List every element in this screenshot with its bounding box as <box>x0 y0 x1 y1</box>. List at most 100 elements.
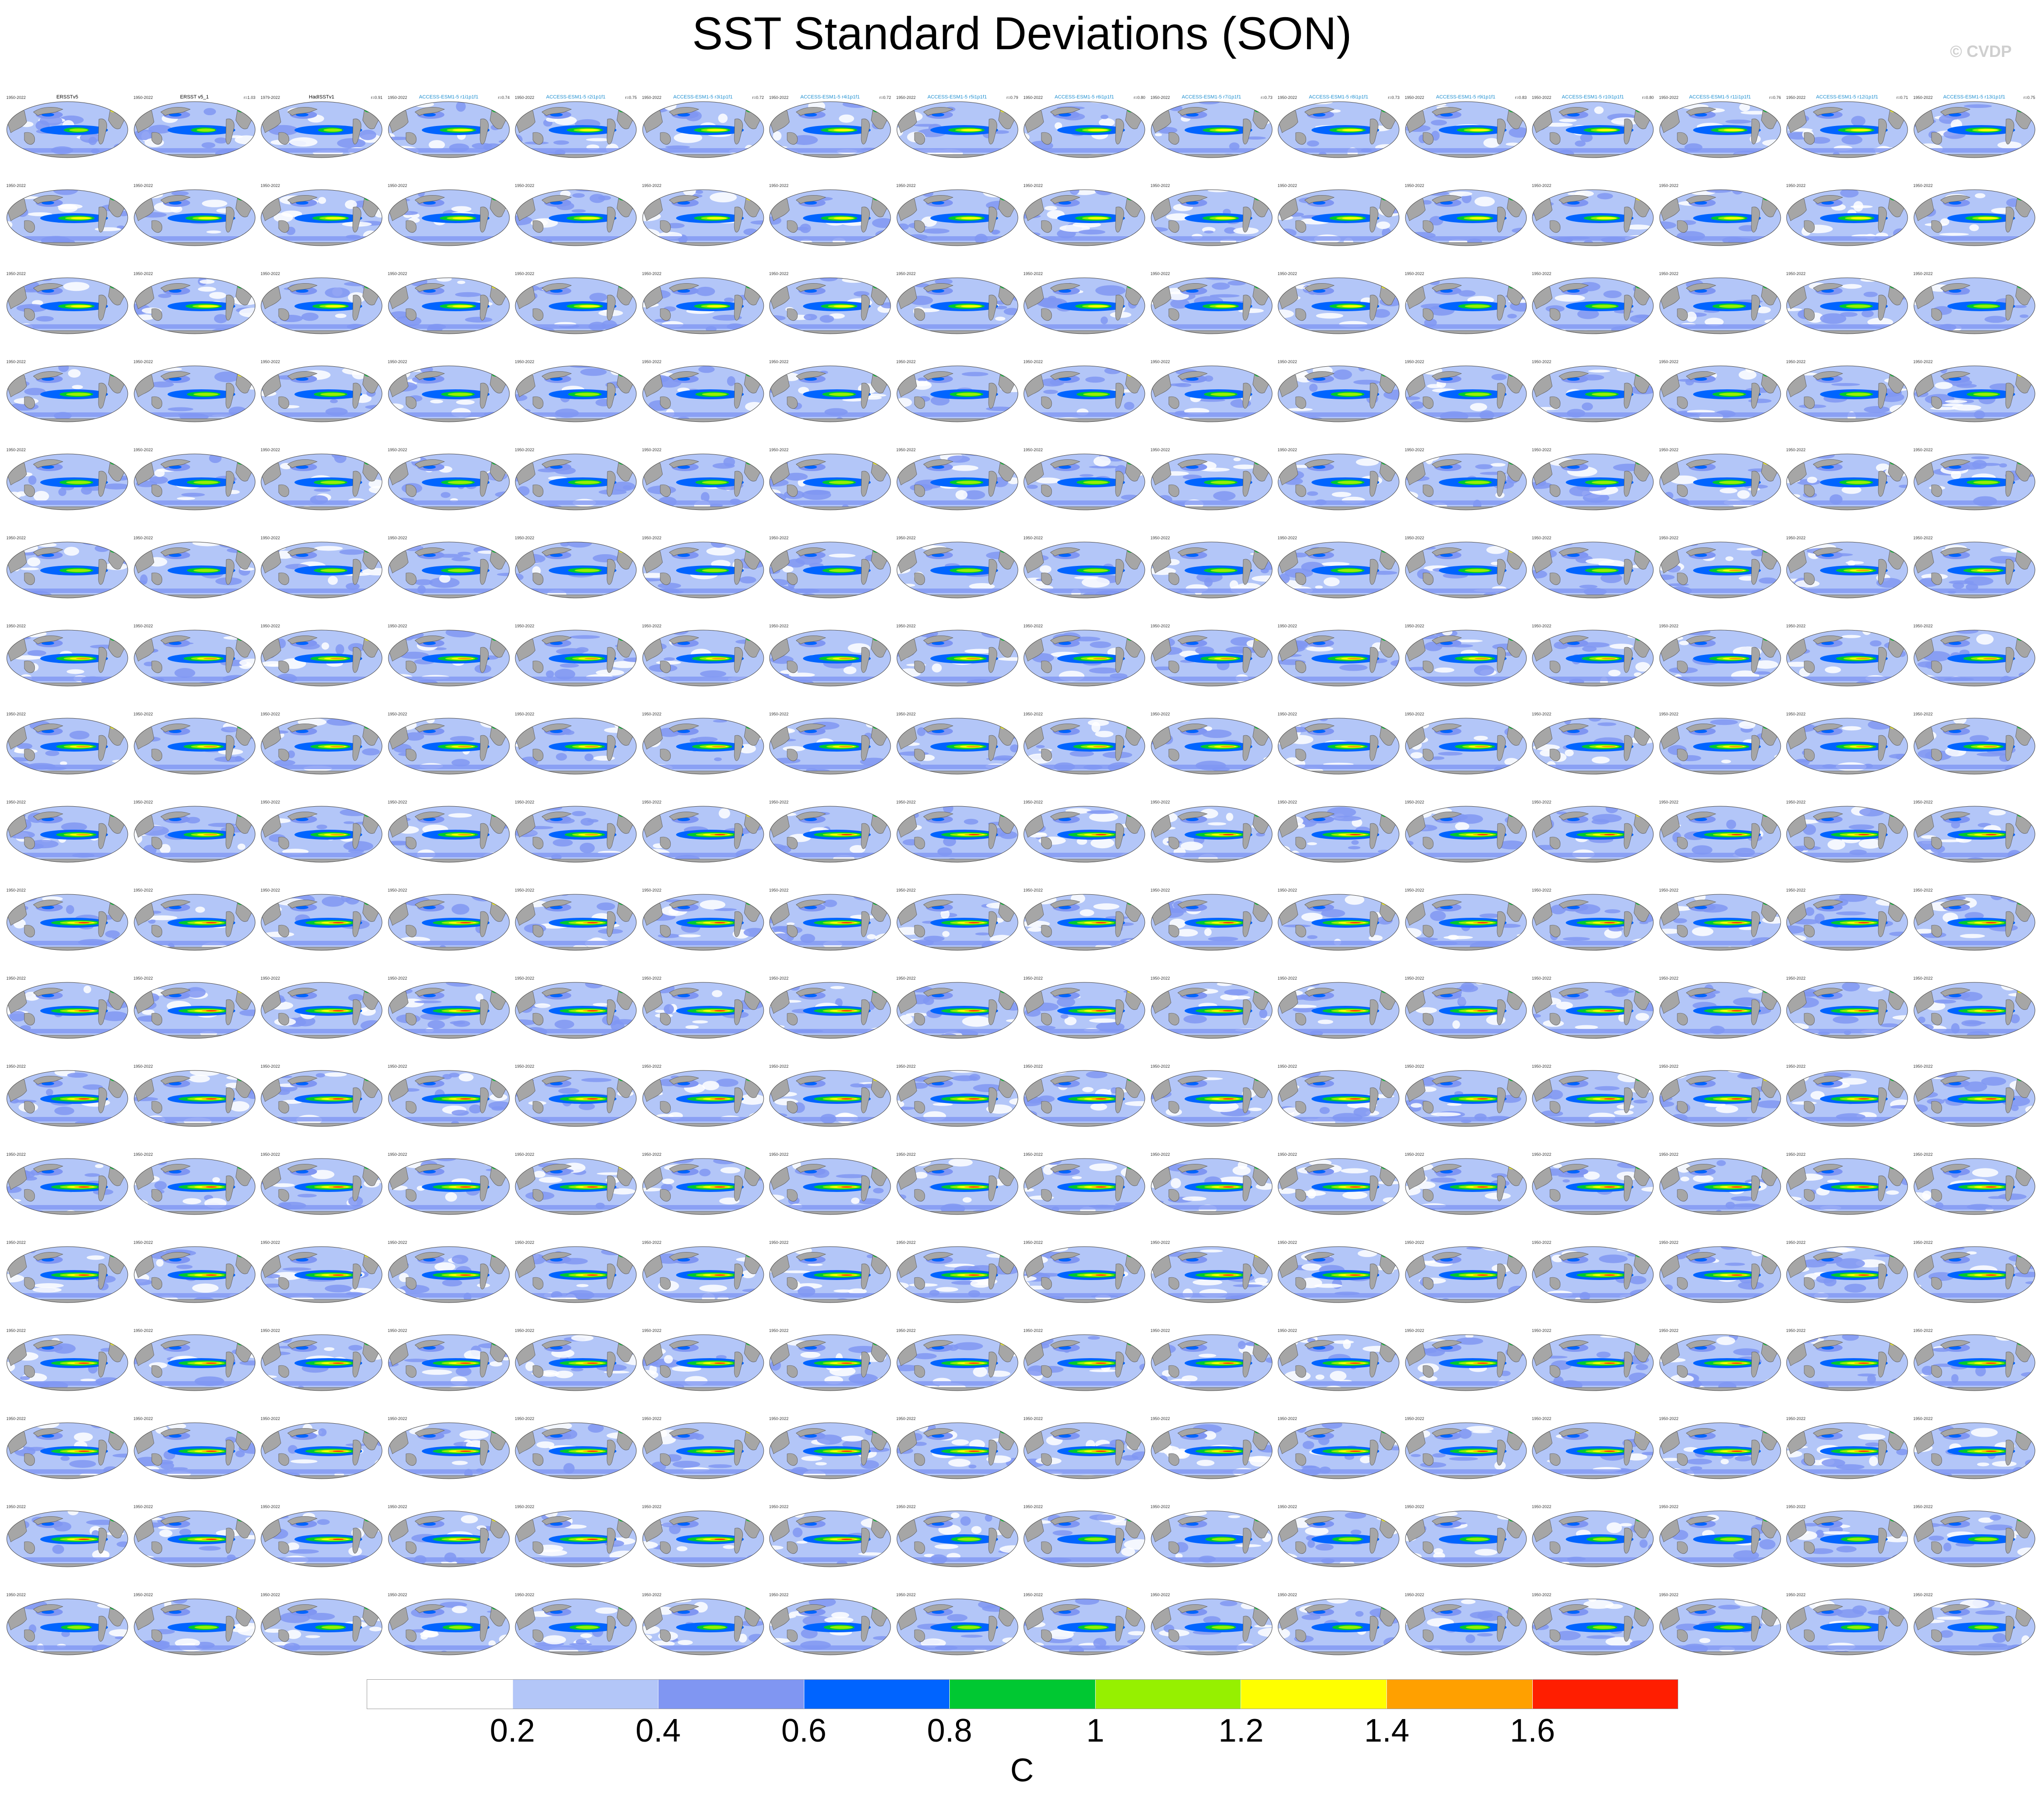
sst-sd-map <box>515 1510 637 1567</box>
sst-sd-map <box>1151 630 1272 687</box>
map-panel: 1950-2022 <box>1532 447 1654 512</box>
map-panel: 1950-2022 <box>642 1504 764 1569</box>
panel-stat: r=0.74 <box>498 95 510 100</box>
sst-sd-map <box>1913 718 2035 775</box>
panel-period-label: 1950-2022 <box>1913 1416 1933 1421</box>
map-panel: 1950-2022 <box>1023 447 1145 512</box>
map-panel: 1950-2022 <box>388 1328 510 1393</box>
sst-sd-map <box>769 630 891 687</box>
panel-period-label: 1950-2022 <box>769 976 789 981</box>
map-panel: 1950-2022 <box>388 359 510 424</box>
map-panel: 1950-2022 <box>388 888 510 953</box>
sst-sd-map <box>388 1598 509 1655</box>
sst-sd-map <box>1023 718 1145 775</box>
panel-period-label: 1950-2022 <box>1532 448 1552 452</box>
sst-sd-map <box>769 1598 891 1655</box>
sst-sd-map <box>1659 101 1781 158</box>
map-panel: 1950-2022 <box>1151 1592 1273 1657</box>
panel-period-label: 1950-2022 <box>133 1064 153 1069</box>
panel-period-label: 1950-2022 <box>1278 1328 1297 1333</box>
panel-period-label: 1950-2022 <box>1659 448 1679 452</box>
panel-period-label: 1950-2022 <box>642 800 662 804</box>
panel-period-label: 1950-2022 <box>1150 183 1170 188</box>
sst-sd-map <box>1532 1246 1654 1303</box>
panel-period-label: 1950-2022 <box>261 1504 280 1509</box>
sst-sd-map <box>769 718 891 775</box>
sst-sd-map <box>6 277 128 334</box>
sst-sd-map <box>1151 806 1272 863</box>
sst-sd-map <box>642 101 764 158</box>
panel-period-label: 1950-2022 <box>387 271 407 276</box>
map-panel: 1950-2022 <box>642 447 764 512</box>
sst-sd-map <box>896 1246 1018 1303</box>
map-panel: 1950-2022 <box>261 535 383 600</box>
map-panel: 1950-2022 <box>896 623 1018 688</box>
colorbar <box>367 1679 1678 1709</box>
panel-period-label: 1950-2022 <box>1913 183 1933 188</box>
map-panel: 1950-2022 <box>1023 1416 1145 1481</box>
panel-period-label: 1950-2022 <box>1913 800 1933 804</box>
map-panel: 1950-2022 ACCESS-ESM1-5 r7i1p1f1 r=0.73 <box>1151 94 1273 160</box>
panel-period-label: 1950-2022 <box>896 1593 916 1597</box>
panel-period-label: 1950-2022 <box>769 1240 789 1245</box>
sst-sd-map <box>1786 542 1908 598</box>
sst-sd-map <box>1023 1598 1145 1655</box>
map-panel: 1950-2022 <box>1786 888 1908 953</box>
map-panel: 1950-2022 <box>1786 359 1908 424</box>
map-panel: 1950-2022 <box>6 1328 128 1393</box>
panel-period-label: 1950-2022 <box>133 360 153 364</box>
sst-sd-map <box>261 718 383 775</box>
sst-sd-map <box>1278 365 1400 422</box>
panel-period-label: 1950-2022 <box>1786 360 1806 364</box>
panel-period-label: 1950-2022 <box>515 712 535 716</box>
sst-sd-map <box>6 1598 128 1655</box>
colorbar-tick-label: 0.6 <box>781 1713 827 1749</box>
panel-period-label: 1950-2022 <box>1786 1416 1806 1421</box>
panel-period-label: 1950-2022 <box>1913 95 1933 100</box>
panel-period-label: 1950-2022 <box>387 800 407 804</box>
map-panel: 1950-2022 <box>261 1592 383 1657</box>
panel-period-label: 1950-2022 <box>1405 1152 1424 1157</box>
map-panel: 1950-2022 <box>1786 711 1908 776</box>
map-panel: 1950-2022 <box>1405 271 1527 336</box>
sst-sd-map <box>1532 101 1654 158</box>
sst-sd-map <box>1405 365 1526 422</box>
map-panel: 1950-2022 <box>134 1504 256 1569</box>
map-panel: 1950-2022 <box>261 271 383 336</box>
map-panel: 1950-2022 <box>515 711 637 776</box>
sst-sd-map <box>1786 1598 1908 1655</box>
panel-period-label: 1950-2022 <box>1532 976 1552 981</box>
panel-period-label: 1950-2022 <box>133 800 153 804</box>
sst-sd-map <box>1532 365 1654 422</box>
sst-sd-map <box>1278 542 1400 598</box>
map-panel: 1950-2022 <box>1532 359 1654 424</box>
sst-sd-map <box>896 1510 1018 1567</box>
panel-period-label: 1950-2022 <box>6 183 26 188</box>
map-panel: 1950-2022 <box>1151 359 1273 424</box>
map-panel: 1950-2022 <box>1278 359 1400 424</box>
panel-period-label: 1950-2022 <box>1659 1240 1679 1245</box>
panel-period-label: 1950-2022 <box>515 536 535 540</box>
panel-period-label: 1950-2022 <box>515 800 535 804</box>
sst-sd-map <box>388 542 509 598</box>
map-panel: 1950-2022 <box>515 447 637 512</box>
panel-period-label: 1950-2022 <box>6 712 26 716</box>
sst-sd-map <box>1913 1070 2035 1127</box>
sst-sd-map <box>642 1158 764 1215</box>
panel-period-label: 1950-2022 <box>1150 1504 1170 1509</box>
map-panel: 1950-2022 <box>1913 1152 2035 1217</box>
sst-sd-map <box>1405 1158 1526 1215</box>
panel-stat: r=0.75 <box>2023 95 2035 100</box>
map-panel: 1950-2022 <box>1913 1064 2035 1129</box>
sst-sd-map <box>1532 542 1654 598</box>
sst-sd-map <box>134 1246 255 1303</box>
map-panel: 1950-2022 <box>1913 1240 2035 1305</box>
map-panel: 1950-2022 <box>134 1152 256 1217</box>
panel-period-label: 1950-2022 <box>896 888 916 892</box>
sst-sd-map <box>896 806 1018 863</box>
map-panel: 1950-2022 <box>1405 888 1527 953</box>
sst-sd-map <box>1659 1158 1781 1215</box>
map-panel: 1950-2022 <box>769 535 891 600</box>
sst-sd-map <box>134 806 255 863</box>
sst-sd-map <box>388 1422 509 1479</box>
